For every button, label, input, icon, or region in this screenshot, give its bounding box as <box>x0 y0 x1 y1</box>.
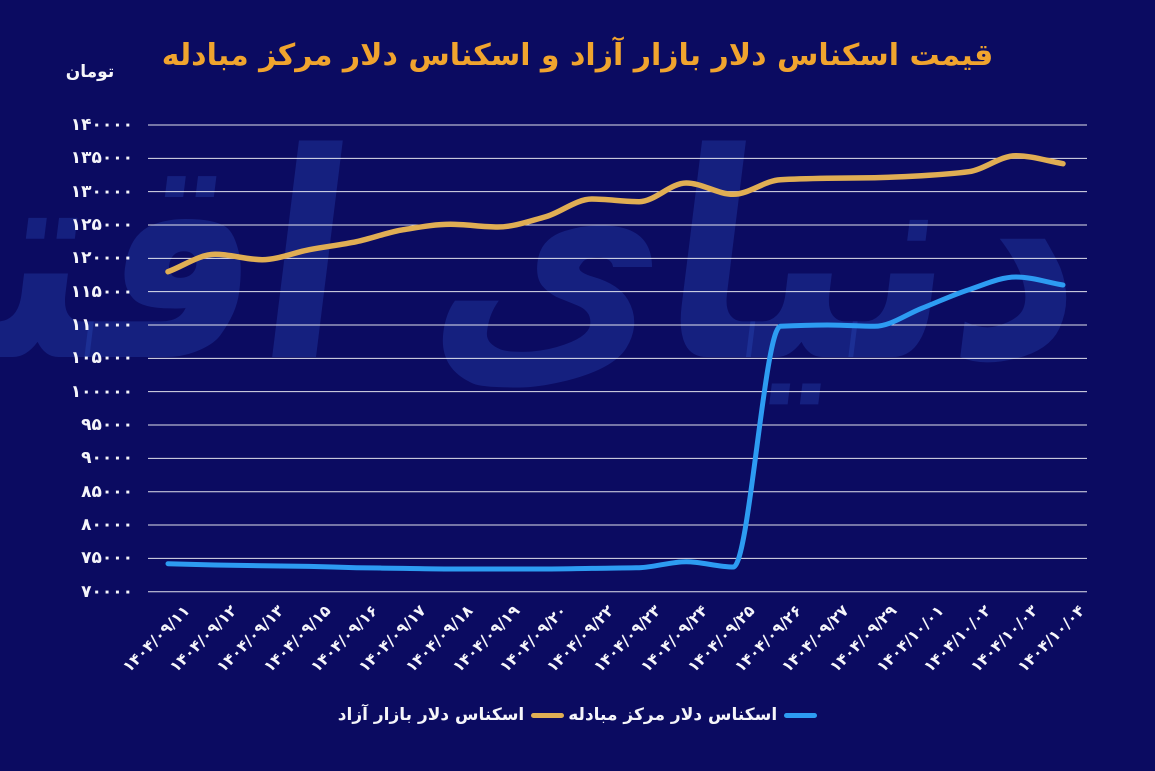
y-axis-tick-label: ۷۵۰۰۰ <box>81 548 133 569</box>
y-axis-tick-label: ۱۱۵۰۰۰ <box>70 281 133 302</box>
y-axis-tick-label: ۱۲۰۰۰۰ <box>70 248 133 269</box>
legend-entry-exchange-center: اسکناس دلار مرکز مبادله <box>568 705 818 725</box>
legend-entry-free-market: اسکناس دلار بازار آزاد <box>337 705 565 725</box>
legend-label-exchange-center: اسکناس دلار مرکز مبادله <box>568 705 778 725</box>
y-axis-tick-label: ۱۱۰۰۰۰ <box>70 315 133 335</box>
series-line-free-market <box>165 152 1066 275</box>
y-axis-tick-label: ۹۰۰۰۰ <box>81 448 133 469</box>
y-axis-tick-label: ۱۰۵۰۰۰ <box>70 348 133 369</box>
y-axis-tick-label: ۱۳۰۰۰۰ <box>70 181 133 202</box>
y-axis-tick-label: ۸۵۰۰۰ <box>81 481 133 502</box>
y-axis-tick-label: ۱۲۵۰۰۰ <box>70 215 133 235</box>
chart-title: قیمت اسکناس دلار بازار آزاد و اسکناس دلا… <box>161 38 994 73</box>
y-axis-tick-label: ۱۴۰۰۰۰ <box>70 115 133 135</box>
series-line-exchange-center <box>165 274 1066 572</box>
legend: اسکناس دلار مرکز مبادله اسکناس دلار بازا… <box>0 701 1155 729</box>
y-axis-tick-label: ۱۳۵۰۰۰ <box>70 148 133 169</box>
y-axis-tick-label: ۷۰۰۰۰ <box>81 581 133 602</box>
y-axis-unit-label: تومان <box>65 62 115 82</box>
legend-marker-exchange-center <box>784 712 818 718</box>
legend-marker-free-market <box>531 712 565 718</box>
y-axis-tick-label: ۸۰۰۰۰ <box>81 515 133 536</box>
y-axis-tick-label: ۹۵۰۰۰ <box>81 415 133 436</box>
y-axis-tick-label: ۱۰۰۰۰۰ <box>70 381 133 402</box>
legend-label-free-market: اسکناس دلار بازار آزاد <box>337 705 525 725</box>
